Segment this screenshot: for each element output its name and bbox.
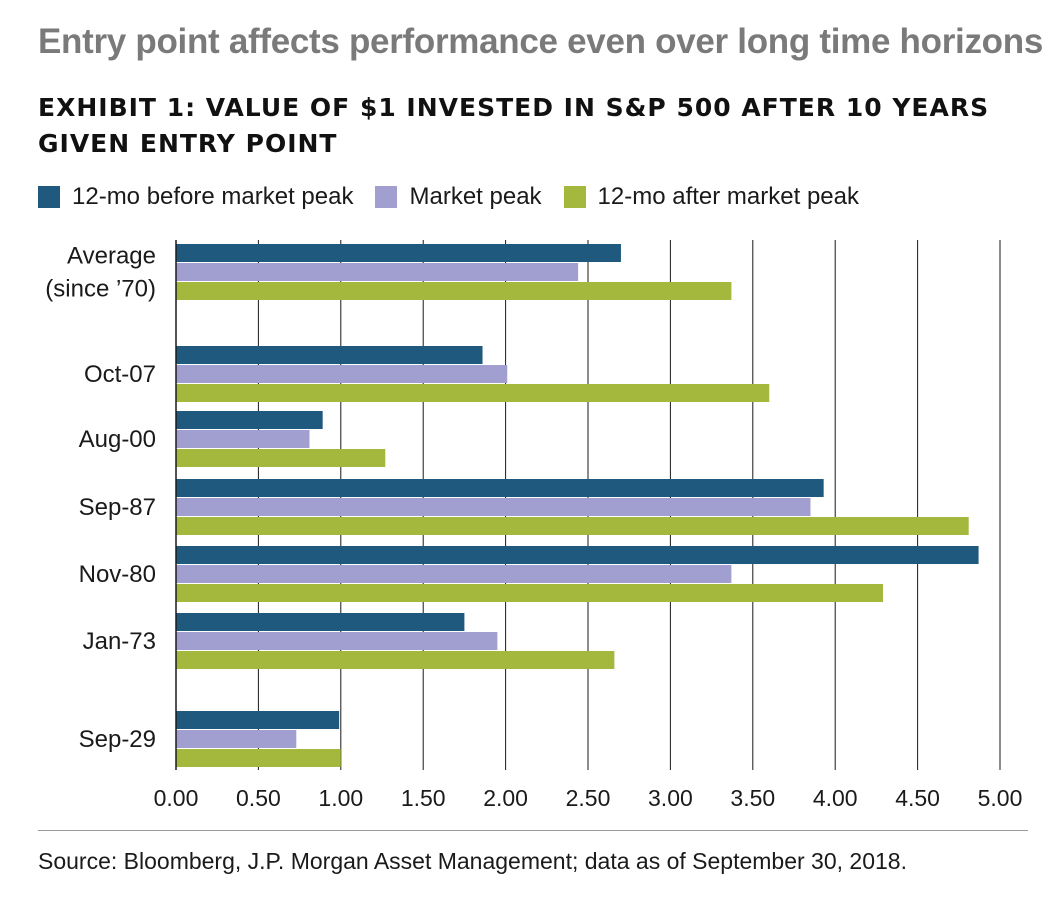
legend-item-market-peak: Market peak xyxy=(375,183,542,211)
bar xyxy=(176,730,297,748)
x-tick-label: 3.50 xyxy=(730,785,775,811)
legend-item-before-peak: 12-mo before market peak xyxy=(38,183,353,211)
category-label: Oct-07 xyxy=(84,361,156,388)
bar xyxy=(176,498,811,516)
bar xyxy=(176,749,341,767)
legend-swatch-before-peak xyxy=(38,186,60,208)
bar xyxy=(176,584,883,602)
x-tick-label: 1.50 xyxy=(401,785,446,811)
x-tick-label: 5.00 xyxy=(978,785,1023,811)
bar xyxy=(176,449,386,467)
category-label: (since ’70) xyxy=(45,276,156,303)
x-tick-label: 2.50 xyxy=(566,785,611,811)
bar xyxy=(176,632,498,650)
bar xyxy=(176,430,310,448)
legend-item-after-peak: 12-mo after market peak xyxy=(563,183,859,211)
bar xyxy=(176,711,340,729)
bar xyxy=(176,365,508,383)
bar xyxy=(176,411,323,429)
category-label: Sep-29 xyxy=(79,726,156,753)
bar xyxy=(176,651,615,669)
legend-label-after-peak: 12-mo after market peak xyxy=(597,183,859,210)
bar xyxy=(176,517,969,535)
bar xyxy=(176,479,824,497)
bar xyxy=(176,546,979,564)
x-tick-label: 4.00 xyxy=(813,785,858,811)
x-tick-label: 4.50 xyxy=(895,785,940,811)
bar xyxy=(176,282,732,300)
legend-swatch-market-peak xyxy=(375,186,398,208)
category-label: Average xyxy=(67,243,156,270)
x-tick-label: 0.50 xyxy=(236,785,281,811)
bar xyxy=(176,613,465,631)
legend-label-market-peak: Market peak xyxy=(409,183,542,210)
legend: 12-mo before market peak Market peak 12-… xyxy=(38,183,881,211)
x-tick-label: 3.00 xyxy=(648,785,693,811)
category-label: Sep-87 xyxy=(79,494,156,521)
legend-swatch-after-peak xyxy=(563,186,586,208)
category-label: Nov-80 xyxy=(79,561,156,588)
bar xyxy=(176,244,621,262)
bar xyxy=(176,263,579,281)
chart-title: EXHIBIT 1: VALUE OF $1 INVESTED IN S&P 5… xyxy=(38,93,990,158)
x-tick-label: 1.00 xyxy=(318,785,363,811)
bar xyxy=(176,384,770,402)
category-label: Aug-00 xyxy=(79,426,156,453)
legend-label-before-peak: 12-mo before market peak xyxy=(72,183,354,210)
x-tick-label: 0.00 xyxy=(154,785,199,811)
bar xyxy=(176,346,483,364)
bar xyxy=(176,565,732,583)
chart-headline: Entry point affects performance even ove… xyxy=(38,22,1043,61)
category-label: Jan-73 xyxy=(83,628,156,655)
source-note: Source: Bloomberg, J.P. Morgan Asset Man… xyxy=(38,848,907,874)
x-tick-label: 2.00 xyxy=(483,785,528,811)
divider-rule xyxy=(38,830,1028,831)
